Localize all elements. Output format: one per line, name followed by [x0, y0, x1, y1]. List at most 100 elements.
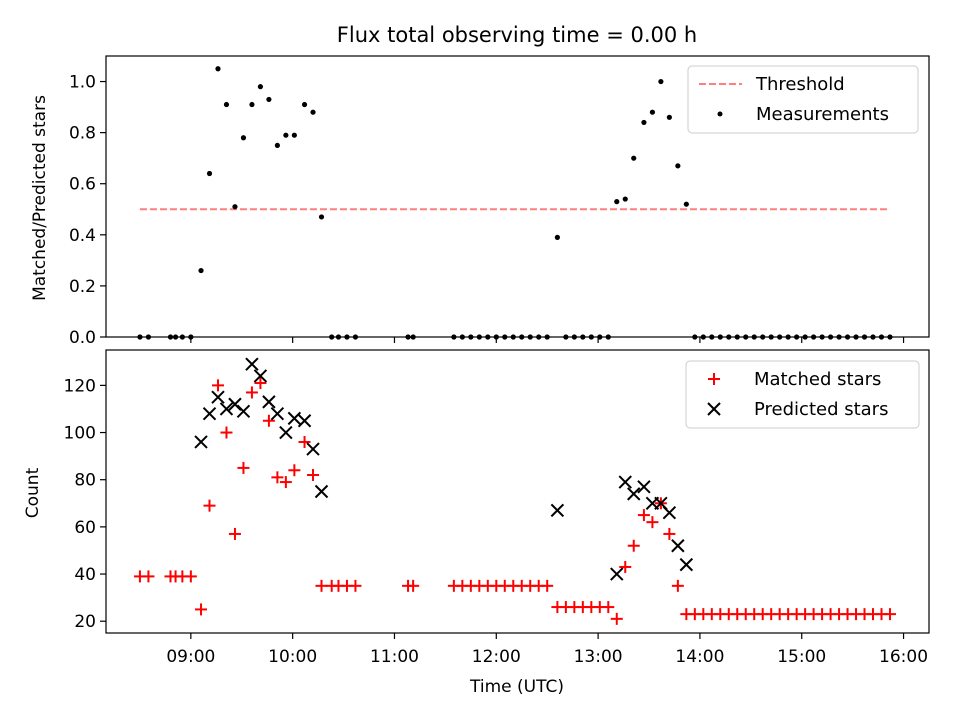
matched-star-point — [203, 499, 216, 512]
matched-star-point — [883, 608, 896, 621]
measurement-point — [266, 96, 272, 103]
predicted-star-point — [671, 539, 685, 553]
predicted-star-point — [194, 435, 208, 449]
measurement-point — [283, 132, 289, 138]
measurement-point — [206, 170, 213, 177]
predicted-star-point — [306, 442, 320, 456]
measurement-point — [223, 101, 230, 108]
bottom-y-tick-label: 20 — [74, 612, 96, 632]
matched-star-point — [254, 377, 267, 390]
matched-star-point — [407, 579, 420, 592]
measurement-point — [232, 204, 238, 210]
matched-star-point — [245, 386, 258, 399]
matched-star-point — [646, 516, 659, 529]
top-y-tick-label: 0.8 — [69, 124, 96, 144]
top-legend-box — [687, 65, 919, 134]
measurement-point — [249, 101, 255, 108]
matched-star-point — [349, 579, 362, 592]
matched-star-point — [602, 601, 615, 614]
measurement-point — [198, 267, 204, 274]
top-y-axis: 0.0 0.2 0.4 0.6 0.8 1.0 — [69, 73, 106, 348]
predicted-star-point — [610, 567, 624, 581]
measurement-point — [649, 109, 656, 115]
measurement-point — [301, 101, 308, 108]
matched-star-point — [195, 603, 208, 616]
measurement-point — [215, 66, 221, 72]
matched-star-point — [627, 539, 640, 552]
predicted-star-point — [279, 425, 293, 440]
measurement-point — [631, 155, 637, 161]
predicted-legend-swatch — [707, 402, 721, 416]
predicted-star-point — [679, 557, 694, 572]
bottom-y-tick-label: 80 — [74, 471, 96, 491]
matched-star-point — [619, 560, 632, 573]
top-x-axis — [190, 337, 905, 343]
matched-star-point — [237, 461, 250, 474]
top-y-tick-label: 0.6 — [69, 175, 96, 195]
matched-star-point — [541, 579, 554, 592]
predicted-star-point — [236, 404, 251, 419]
bottom-y-tick-label: 60 — [74, 518, 96, 538]
top-y-tick-label: 0.0 — [69, 328, 96, 348]
predicted-star-point — [202, 406, 217, 421]
bottom-y-tick-label: 100 — [64, 424, 96, 444]
x-axis-label: Time (UTC) — [469, 677, 564, 697]
matched-star-point — [211, 379, 224, 392]
measurement-point — [622, 196, 628, 202]
measurement-point — [658, 78, 664, 85]
bottom-y-tick-label: 40 — [74, 565, 96, 585]
predicted-star-point — [219, 402, 234, 416]
top-y-tick-label: 0.4 — [69, 226, 96, 246]
legend-label-threshold: Threshold — [755, 74, 845, 95]
matched-star-point — [663, 527, 676, 540]
x-tick-label: 12:00 — [472, 647, 521, 667]
matched-star-point — [142, 570, 155, 583]
top-y-tick-label: 1.0 — [69, 73, 96, 93]
measurements-legend-swatch — [717, 111, 723, 117]
x-tick-label: 16:00 — [879, 647, 928, 667]
measurement-point — [240, 135, 247, 141]
predicted-star-point — [550, 503, 565, 518]
count-panel: Count Time (UTC) 20 40 60 80 100 120 09:00 10:… — [23, 349, 930, 697]
predicted-star-point — [618, 475, 632, 489]
measurement-point — [554, 234, 560, 240]
bottom-legend-box — [685, 360, 920, 429]
x-tick-label: 14:00 — [675, 647, 724, 667]
predicted-star-point — [245, 357, 259, 371]
matched-star-point — [298, 435, 311, 448]
matched-legend-swatch — [708, 373, 720, 385]
top-y-axis-label: Matched/Predicted stars — [30, 95, 50, 301]
measurement-point — [257, 84, 264, 90]
legend-label-matched: Matched stars — [754, 369, 881, 390]
matched-star-point — [307, 468, 320, 481]
matched-star-point — [315, 579, 328, 592]
measurement-point — [318, 214, 325, 220]
measurement-point — [310, 109, 316, 115]
matched-star-point — [228, 527, 241, 540]
x-tick-label: 09:00 — [166, 647, 215, 667]
x-tick-label: 11:00 — [370, 647, 419, 667]
measurement-point — [641, 119, 647, 126]
measurement-point — [274, 142, 280, 149]
predicted-star-point — [287, 411, 302, 426]
top-axes-frame — [105, 55, 930, 338]
x-tick-label: 10:00 — [268, 647, 317, 667]
predicted-star-point — [262, 395, 276, 409]
matched-star-point — [671, 579, 684, 592]
matched-star-point — [610, 612, 623, 625]
bottom-y-axis-label: Count — [23, 467, 43, 518]
predicted-star-point — [270, 406, 285, 421]
measurement-point — [675, 163, 681, 169]
ratio-panel: Flux total observing time = 0.00 h Match… — [30, 23, 930, 348]
x-tick-label: 15:00 — [777, 647, 826, 667]
predicted-star-point — [253, 369, 268, 383]
bottom-x-axis: 09:00 10:00 11:00 12:00 13:00 14:00 15:00 16:00 — [166, 633, 928, 667]
matched-star-point — [279, 476, 292, 489]
predicted-star-point — [297, 414, 312, 428]
measurement-point — [614, 199, 620, 205]
matched-star-point — [288, 464, 301, 477]
legend-label-predicted: Predicted stars — [754, 399, 888, 420]
matched-star-point — [220, 426, 233, 439]
chart-title: Flux total observing time = 0.00 h — [337, 23, 697, 47]
